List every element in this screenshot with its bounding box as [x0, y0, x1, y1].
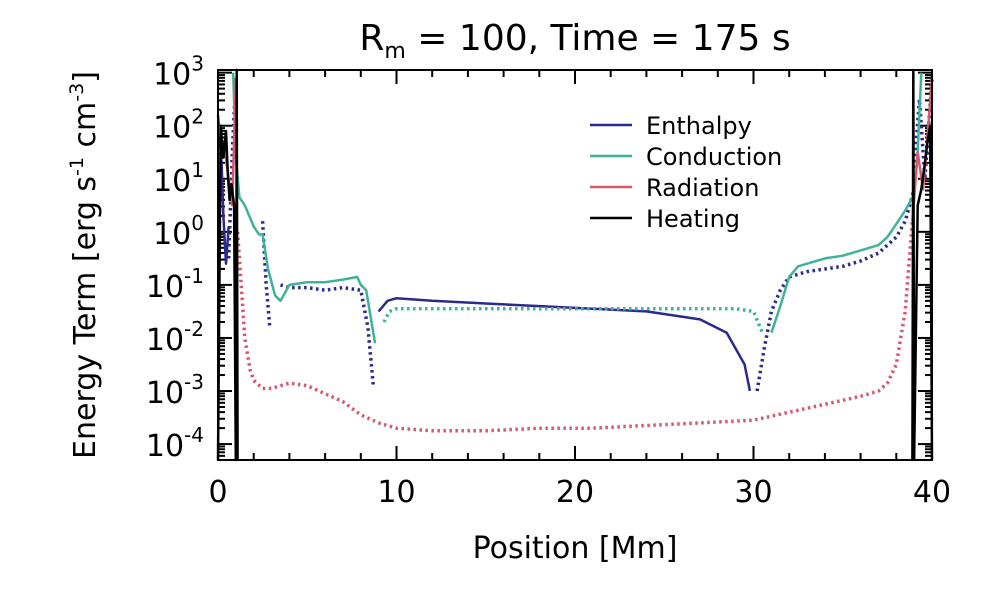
title-subscript: m — [384, 39, 405, 64]
ylabel-sup1: -1 — [66, 157, 88, 176]
enthalpy-line — [260, 221, 272, 328]
enthalpy-line — [377, 296, 752, 392]
ylabel-sup2: -3 — [66, 83, 88, 102]
tick-labels: 0 10 20 30 40 103 102 101 100 10-1 10-2 10-3 10-4 — [146, 52, 951, 510]
legend-label-enthalpy: Enthalpy — [646, 112, 752, 140]
conduction-line — [770, 194, 916, 334]
legend-label-conduction: Conduction — [646, 143, 782, 171]
y-tick-label: 101 — [153, 158, 204, 199]
y-tick-label: 10-2 — [146, 317, 204, 358]
y-tick-label: 10-4 — [146, 423, 204, 464]
title-suffix: = 100, Time = 175 s — [406, 18, 791, 59]
radiation-line — [911, 77, 934, 222]
axis-ticks — [217, 70, 933, 460]
x-tick-label: 10 — [377, 475, 415, 510]
heating-line — [216, 68, 239, 462]
y-tick-label: 100 — [153, 211, 204, 252]
ylabel-mid: cm — [68, 102, 103, 157]
x-tick-label: 30 — [734, 475, 772, 510]
plot-frame — [217, 69, 933, 461]
y-tick-label: 102 — [153, 105, 204, 146]
enthalpy-line — [279, 283, 376, 386]
chart-title: Rm = 100, Time = 175 s — [359, 18, 790, 64]
y-axis-title: Energy Term [erg s-1 cm-3] — [66, 71, 103, 459]
conduction-line — [231, 72, 377, 344]
radiation-line — [235, 221, 915, 433]
x-axis-title: Position [Mm] — [473, 531, 678, 566]
ylabel-end: ] — [68, 71, 103, 83]
legend-label-heating: Heating — [646, 205, 740, 233]
y-tick-label: 103 — [153, 52, 204, 93]
series-lines — [216, 68, 934, 462]
enthalpy-line — [755, 188, 916, 392]
x-tick-label: 40 — [913, 475, 951, 510]
ylabel-text: Energy Term [erg s — [68, 176, 103, 459]
legend: Enthalpy Conduction Radiation Heating — [590, 112, 782, 233]
y-tick-label: 10-3 — [146, 370, 204, 411]
y-tick-label: 10-1 — [146, 264, 204, 305]
x-tick-label: 0 — [208, 475, 227, 510]
heating-line — [911, 68, 934, 462]
title-prefix: R — [359, 18, 384, 59]
legend-label-radiation: Radiation — [646, 174, 759, 202]
conduction-line — [382, 307, 765, 334]
x-tick-label: 20 — [556, 475, 594, 510]
